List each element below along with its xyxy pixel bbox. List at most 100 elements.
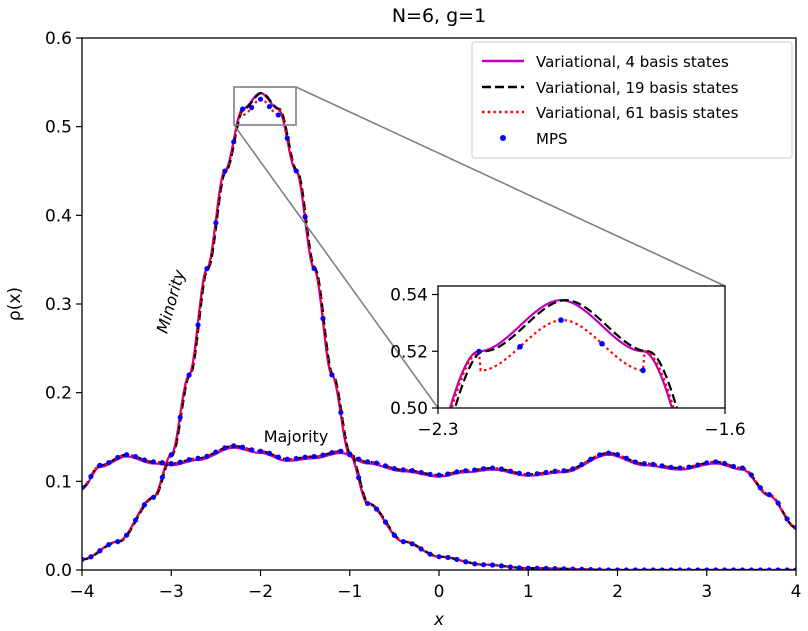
inset-mps-point (640, 367, 646, 374)
y-tick-label: 0.0 (45, 561, 72, 581)
mps-point-minority (204, 266, 210, 272)
mps-point-minority (427, 551, 433, 557)
mps-point-majority (668, 464, 674, 470)
mps-point-minority (97, 548, 103, 554)
mps-point-minority (436, 554, 442, 560)
mps-point-majority (579, 461, 585, 468)
x-axis-ticks: −4 −3 −2 −1 0 1 2 3 4 (69, 570, 801, 602)
mps-point-majority (784, 516, 790, 522)
mps-point-minority (597, 567, 603, 570)
mps-point-majority (222, 445, 228, 451)
inset-y-tick-label: 0.52 (390, 342, 428, 362)
mps-point-majority (302, 454, 308, 460)
legend-label-4-basis: Variational, 4 basis states (536, 53, 729, 71)
mps-point-majority (275, 454, 281, 460)
mps-point-majority (124, 452, 130, 458)
legend-label-mps: MPS (536, 130, 568, 148)
mps-point-majority (614, 452, 621, 458)
mps-point-majority (766, 492, 772, 498)
y-tick-label: 0.1 (45, 472, 72, 492)
mps-point-minority (489, 562, 496, 568)
mps-point-majority (177, 459, 183, 465)
mps-point-majority (186, 457, 192, 463)
x-tick-label: 4 (791, 582, 802, 602)
mps-point-majority (284, 456, 290, 462)
mps-point-minority (186, 372, 192, 378)
mps-point-minority (605, 567, 612, 570)
mps-point-majority (454, 469, 460, 475)
mps-point-minority (231, 139, 237, 145)
chart-title: N=6, g=1 (392, 5, 486, 27)
annotation-majority: Majority (264, 427, 329, 446)
mps-point-majority (168, 461, 174, 467)
mps-point-majority (659, 463, 665, 469)
inset-ticks: −2.3 −1.6 0.50 0.52 0.54 (390, 286, 746, 440)
inset-mps-point (599, 340, 605, 347)
inset-y-tick-label: 0.54 (390, 286, 428, 306)
mps-point-majority (445, 471, 451, 477)
mps-point-majority (338, 448, 344, 454)
mps-point-minority (106, 541, 112, 548)
mps-point-minority (329, 372, 335, 378)
mps-point-minority (382, 519, 389, 525)
mps-point-majority (489, 465, 496, 471)
mps-point-majority (257, 448, 264, 454)
mps-point-majority (204, 453, 210, 459)
x-tick-label: 1 (523, 582, 534, 602)
mps-point-minority (115, 539, 121, 545)
mps-point-majority (159, 460, 165, 466)
mps-point-minority (257, 96, 264, 102)
mps-point-majority (293, 455, 299, 462)
mps-point-majority (106, 460, 112, 466)
mps-point-minority (579, 566, 585, 570)
mps-point-majority (552, 468, 558, 474)
y-tick-label: 0.2 (45, 384, 72, 404)
y-axis-label: ρ(x) (5, 287, 25, 321)
mps-point-minority (365, 500, 371, 507)
x-tick-label: −2 (248, 582, 273, 602)
mps-point-majority (88, 473, 94, 480)
mps-point-majority (150, 459, 156, 465)
mps-point-minority (400, 539, 406, 545)
mps-point-majority (132, 453, 139, 460)
mps-point-majority (516, 470, 522, 476)
inset-points-group (476, 317, 646, 374)
mps-point-majority (757, 485, 763, 491)
inset-x-tick-label: −2.3 (417, 420, 458, 440)
mps-point-minority (302, 214, 308, 220)
mps-point-minority (240, 106, 246, 112)
inset-x-tick-label: −1.6 (704, 420, 745, 440)
zoom-connector-bottom (233, 124, 439, 409)
mps-point-majority (391, 465, 397, 472)
legend: Variational, 4 basis states Variational,… (471, 41, 793, 159)
mps-point-minority (141, 502, 148, 508)
mps-point-majority (498, 466, 505, 472)
mps-point-minority (454, 556, 460, 563)
x-tick-label: −4 (69, 582, 94, 602)
x-tick-label: 3 (701, 582, 712, 602)
series-line-majority-2 (82, 444, 796, 529)
mps-point-minority (338, 409, 344, 416)
mps-point-minority (418, 546, 424, 552)
mps-point-minority (472, 561, 478, 567)
mps-point-majority (597, 452, 603, 458)
mps-point-majority (570, 466, 576, 472)
mps-point-majority (231, 443, 237, 449)
inset-y-tick-label: 0.50 (390, 399, 428, 419)
mps-point-minority (356, 475, 362, 481)
mps-point-minority (507, 564, 513, 570)
legend-swatch-mps (500, 135, 506, 141)
y-tick-label: 0.5 (45, 118, 72, 138)
mps-point-majority (97, 462, 103, 468)
mps-point-minority (293, 168, 299, 174)
mps-point-minority (284, 135, 290, 141)
inset-mps-point (476, 348, 482, 355)
mps-point-minority (409, 541, 415, 547)
inset-series-line-1 (453, 299, 679, 408)
zoom-connector-top (295, 86, 726, 287)
mps-point-majority (588, 456, 594, 462)
y-tick-label: 0.4 (45, 206, 72, 226)
mps-point-majority (195, 455, 201, 461)
mps-point-majority (320, 452, 326, 458)
mps-point-majority (650, 461, 656, 467)
